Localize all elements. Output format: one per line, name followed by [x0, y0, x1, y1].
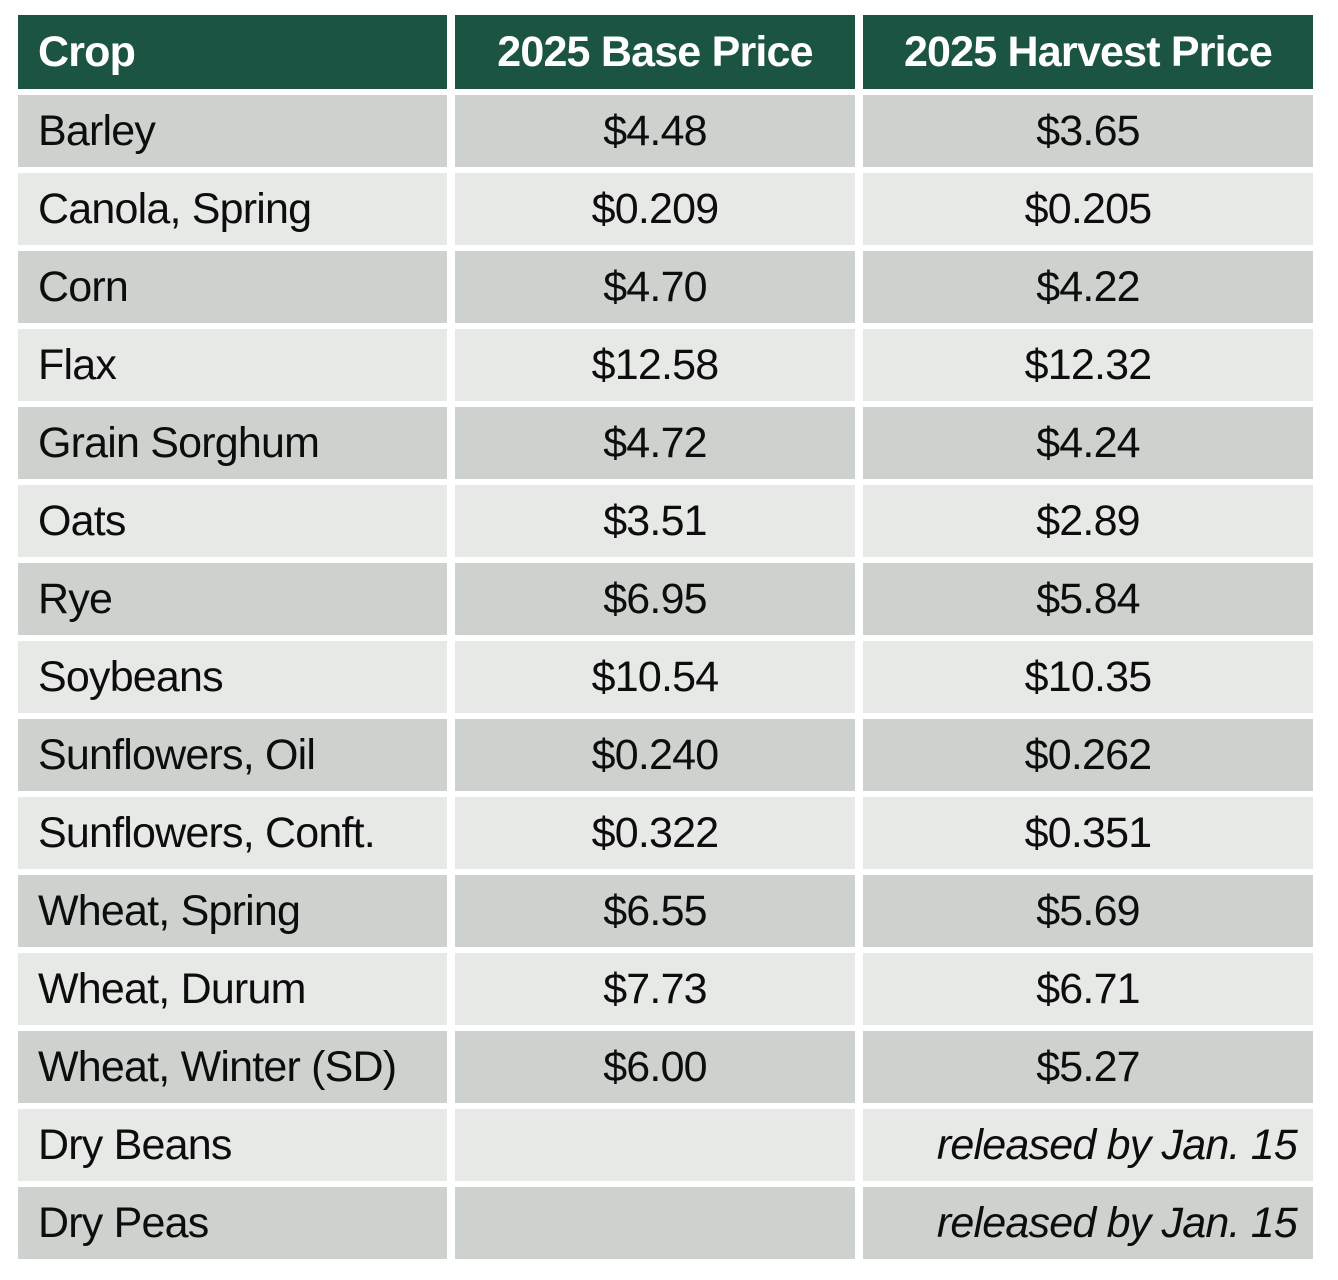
cell-base-price: $0.209 — [455, 173, 855, 245]
cell-harvest-price-note: released by Jan. 15 — [863, 1187, 1313, 1259]
cell-harvest-price: $5.69 — [863, 875, 1313, 947]
cell-base-price: $6.55 — [455, 875, 855, 947]
cell-base-price — [455, 1109, 855, 1181]
table-row: Grain Sorghum $4.72 $4.24 — [18, 407, 1313, 479]
cell-harvest-price: $5.27 — [863, 1031, 1313, 1103]
cell-base-price: $3.51 — [455, 485, 855, 557]
table-row: Soybeans $10.54 $10.35 — [18, 641, 1313, 713]
table-row: Oats $3.51 $2.89 — [18, 485, 1313, 557]
cell-crop: Corn — [18, 251, 447, 323]
table-row: Wheat, Winter (SD) $6.00 $5.27 — [18, 1031, 1313, 1103]
cell-base-price: $4.70 — [455, 251, 855, 323]
table-row: Wheat, Spring $6.55 $5.69 — [18, 875, 1313, 947]
header-cell-crop: Crop — [18, 15, 447, 89]
cell-harvest-price: $0.205 — [863, 173, 1313, 245]
table-row: Rye $6.95 $5.84 — [18, 563, 1313, 635]
table-row: Sunflowers, Conft. $0.322 $0.351 — [18, 797, 1313, 869]
cell-base-price: $4.48 — [455, 95, 855, 167]
cell-crop: Barley — [18, 95, 447, 167]
cell-crop: Canola, Spring — [18, 173, 447, 245]
cell-crop: Wheat, Spring — [18, 875, 447, 947]
table-row: Canola, Spring $0.209 $0.205 — [18, 173, 1313, 245]
table-row: Flax $12.58 $12.32 — [18, 329, 1313, 401]
cell-harvest-price: $0.351 — [863, 797, 1313, 869]
cell-harvest-price: $3.65 — [863, 95, 1313, 167]
cell-crop: Wheat, Durum — [18, 953, 447, 1025]
table-row: Dry Peas released by Jan. 15 — [18, 1187, 1313, 1259]
crop-price-table: Crop 2025 Base Price 2025 Harvest Price … — [18, 15, 1313, 1259]
cell-base-price: $0.240 — [455, 719, 855, 791]
table-row: Sunflowers, Oil $0.240 $0.262 — [18, 719, 1313, 791]
table-header-row: Crop 2025 Base Price 2025 Harvest Price — [18, 15, 1313, 89]
header-cell-base-price: 2025 Base Price — [455, 15, 855, 89]
table-row: Dry Beans released by Jan. 15 — [18, 1109, 1313, 1181]
cell-harvest-price: $6.71 — [863, 953, 1313, 1025]
cell-crop: Sunflowers, Conft. — [18, 797, 447, 869]
cell-crop: Wheat, Winter (SD) — [18, 1031, 447, 1103]
cell-crop: Soybeans — [18, 641, 447, 713]
cell-crop: Dry Peas — [18, 1187, 447, 1259]
cell-harvest-price: $12.32 — [863, 329, 1313, 401]
cell-base-price: $7.73 — [455, 953, 855, 1025]
cell-base-price: $12.58 — [455, 329, 855, 401]
cell-harvest-price: $5.84 — [863, 563, 1313, 635]
cell-base-price: $6.00 — [455, 1031, 855, 1103]
table-row: Wheat, Durum $7.73 $6.71 — [18, 953, 1313, 1025]
cell-crop: Grain Sorghum — [18, 407, 447, 479]
cell-crop: Rye — [18, 563, 447, 635]
table-row: Corn $4.70 $4.22 — [18, 251, 1313, 323]
cell-harvest-price: $0.262 — [863, 719, 1313, 791]
cell-base-price: $6.95 — [455, 563, 855, 635]
cell-harvest-price-note: released by Jan. 15 — [863, 1109, 1313, 1181]
cell-harvest-price: $4.24 — [863, 407, 1313, 479]
cell-base-price: $0.322 — [455, 797, 855, 869]
cell-crop: Oats — [18, 485, 447, 557]
cell-base-price: $4.72 — [455, 407, 855, 479]
cell-crop: Dry Beans — [18, 1109, 447, 1181]
cell-harvest-price: $10.35 — [863, 641, 1313, 713]
cell-harvest-price: $4.22 — [863, 251, 1313, 323]
table-row: Barley $4.48 $3.65 — [18, 95, 1313, 167]
cell-base-price — [455, 1187, 855, 1259]
cell-crop: Sunflowers, Oil — [18, 719, 447, 791]
cell-harvest-price: $2.89 — [863, 485, 1313, 557]
cell-crop: Flax — [18, 329, 447, 401]
header-cell-harvest-price: 2025 Harvest Price — [863, 15, 1313, 89]
cell-base-price: $10.54 — [455, 641, 855, 713]
